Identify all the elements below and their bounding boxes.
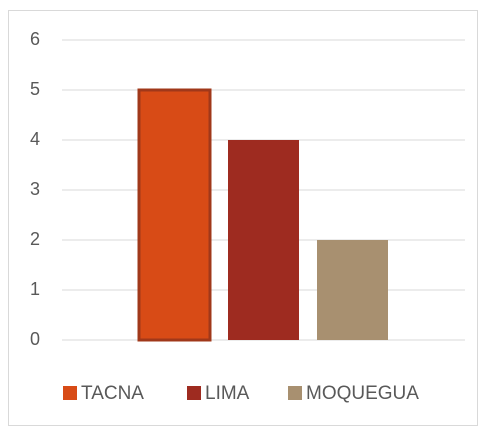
legend-swatch	[63, 386, 77, 400]
y-tick-label: 1	[30, 279, 40, 299]
legend-label: LIMA	[205, 383, 250, 404]
y-tick-label: 0	[30, 329, 40, 349]
legend-swatch	[187, 386, 201, 400]
y-tick-label: 4	[30, 129, 40, 149]
y-tick-label: 6	[30, 29, 40, 49]
bar	[137, 88, 212, 342]
y-tick-label: 3	[30, 179, 40, 199]
y-tick-label: 2	[30, 229, 40, 249]
legend-label: MOQUEGUA	[306, 383, 419, 404]
legend-label: TACNA	[81, 383, 144, 404]
legend-swatch	[288, 386, 302, 400]
bar	[228, 140, 299, 340]
bar	[317, 240, 388, 340]
y-tick-label: 5	[30, 79, 40, 99]
